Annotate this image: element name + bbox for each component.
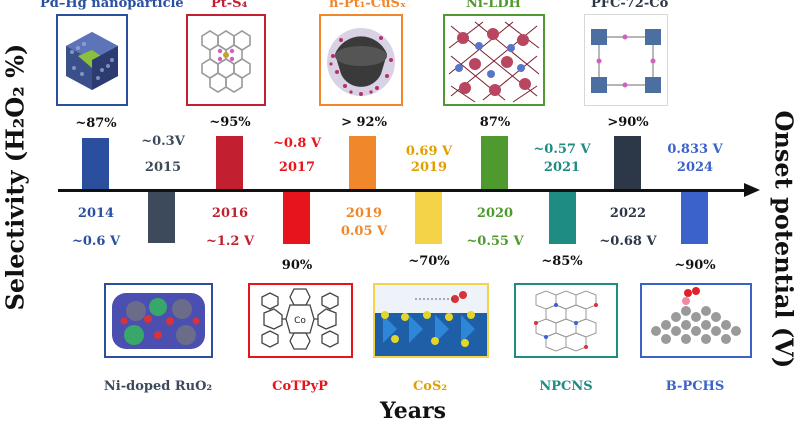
selectivity-2016: ~95% [209, 115, 251, 130]
selectivity-2022: >90% [607, 115, 649, 130]
year-2020: 2020 [476, 206, 514, 221]
year-2016: 2016 [211, 206, 249, 221]
structure-image-nildh [443, 14, 545, 106]
timeline-bar-2021 [549, 192, 576, 244]
timeline-arrowhead [744, 183, 760, 197]
catalyst-name-cos2: CoS₂ [412, 379, 448, 394]
year-2021: 2021 [543, 160, 581, 175]
timeline-bar-2024 [681, 192, 708, 244]
structure-image-pdhg [56, 14, 128, 106]
potential-2024: 0.833 V [667, 142, 723, 157]
structure-image-cos2 [373, 283, 489, 358]
timeline-bar-2016 [216, 136, 243, 189]
structure-image-pfc72co [584, 14, 668, 106]
catalyst-name-hpt1cusx: h-Pt₁-CuSₓ [329, 0, 407, 11]
potential-2014: ~0.6 V [71, 234, 121, 249]
catalyst-name-bpchs: B-PCHS [665, 379, 725, 394]
selectivity-2020: 87% [479, 115, 511, 130]
potential-2019b: 0.69 V [405, 144, 453, 159]
catalyst-name-cotpyp: CoTPyP [272, 379, 328, 394]
structure-image-pts4 [186, 14, 266, 106]
selectivity-2019a: > 92% [341, 115, 387, 130]
catalyst-name-pts4: Pt-S₄ [211, 0, 248, 11]
potential-2020: ~0.55 V [466, 234, 524, 249]
structure-image-hpt1cusx [319, 14, 403, 106]
timeline-bar-2020 [481, 136, 508, 189]
catalyst-name-pdhg: Pd–Hg nanoparticle [40, 0, 184, 11]
catalyst-name-niruo2: Ni-doped RuO₂ [103, 379, 213, 394]
timeline-bar-2015 [148, 192, 175, 243]
year-2019b: 2019 [410, 160, 448, 175]
potential-2021: ~0.57 V [533, 142, 591, 157]
selectivity-2019b: ~70% [408, 254, 450, 269]
timeline-bar-2019a [349, 136, 376, 189]
structure-image-cotpyp: Co [248, 283, 353, 358]
x-axis-label: Years [380, 398, 447, 424]
catalyst-name-pfc72co: PFC-72-Co [591, 0, 669, 11]
year-2015: 2015 [144, 160, 182, 175]
right-axis-label: Onset potential (V) [769, 110, 799, 369]
year-2022: 2022 [609, 206, 647, 221]
potential-2019a: 0.05 V [340, 224, 388, 239]
timeline-bar-2019b [415, 192, 442, 244]
selectivity-2014: ~87% [75, 116, 117, 131]
catalyst-name-nildh: Ni-LDH [466, 0, 521, 11]
structure-image-niruo2 [104, 283, 213, 358]
potential-2015: ~0.3V [141, 134, 185, 149]
selectivity-2021: ~85% [541, 254, 583, 269]
structure-image-npcns [514, 283, 618, 358]
potential-2017: ~0.8 V [272, 136, 322, 151]
selectivity-2017: 90% [281, 258, 313, 273]
timeline-bar-2022 [614, 136, 641, 189]
year-2017: 2017 [278, 160, 316, 175]
catalyst-name-npcns: NPCNS [539, 379, 593, 394]
structure-image-bpchs [640, 283, 752, 358]
selectivity-2024: ~90% [674, 258, 716, 273]
left-axis-label: Selectivity (H₂O₂ %) [0, 43, 30, 311]
timeline-bar-2014 [82, 138, 109, 189]
year-2019a: 2019 [345, 206, 383, 221]
potential-2022: ~0.68 V [599, 234, 657, 249]
timeline-axis [58, 189, 748, 192]
potential-2016: ~1.2 V [205, 234, 255, 249]
year-2014: 2014 [77, 206, 115, 221]
timeline-bar-2017 [283, 192, 310, 244]
year-2024: 2024 [676, 160, 714, 175]
cobalt-center-label: Co [294, 316, 306, 326]
